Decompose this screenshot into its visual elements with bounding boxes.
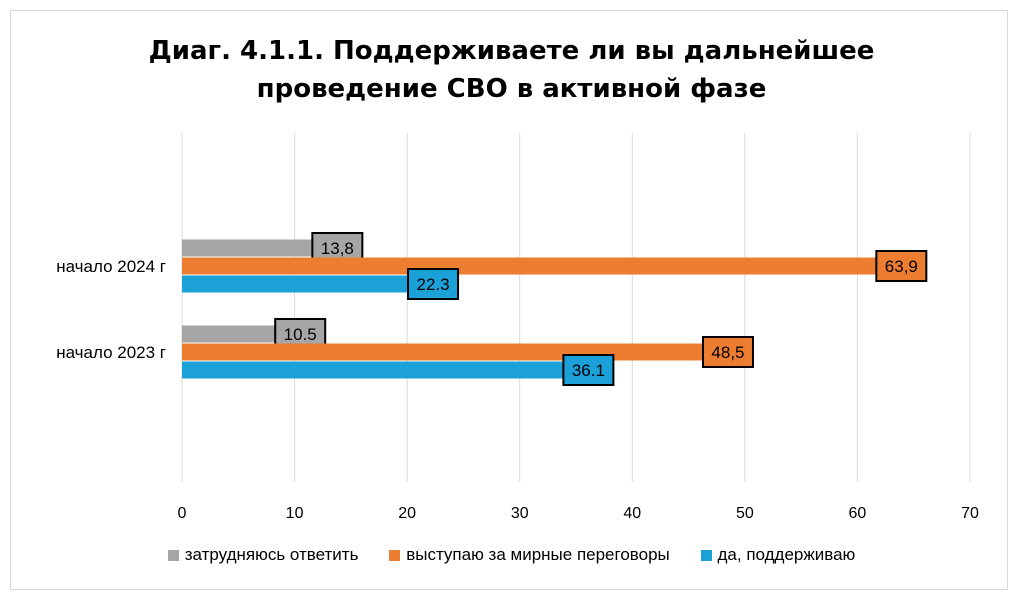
bar-s1-c1 bbox=[182, 343, 728, 361]
data-label-s0-c0: 13,8 bbox=[321, 239, 354, 258]
legend-item-unsure: затрудняюсь ответить bbox=[167, 545, 359, 565]
data-label-s1-c1: 48,5 bbox=[711, 343, 744, 362]
category-label-0: начало 2024 г bbox=[56, 257, 166, 276]
category-label-1: начало 2023 г bbox=[56, 343, 166, 362]
legend-swatch-unsure bbox=[167, 549, 179, 561]
x-tick-label-0: 0 bbox=[178, 505, 187, 522]
data-label-s0-c1: 10.5 bbox=[284, 325, 317, 344]
bar-s2-c1 bbox=[182, 361, 589, 379]
data-label-s2-c0: 22.3 bbox=[416, 275, 449, 294]
legend-label-support: да, поддерживаю bbox=[717, 545, 856, 564]
legend-item-peace: выступаю за мирные переговоры bbox=[389, 545, 670, 565]
chart-frame bbox=[10, 10, 1008, 590]
bar-s0-c0 bbox=[182, 239, 338, 257]
x-tick-label-50: 50 bbox=[736, 505, 754, 522]
legend-label-peace: выступаю за мирные переговоры bbox=[406, 545, 670, 564]
legend-swatch-support bbox=[700, 549, 712, 561]
x-tick-label-60: 60 bbox=[849, 505, 867, 522]
data-label-box-s2-c1 bbox=[562, 354, 615, 386]
chart-legend: затрудняюсь ответить выступаю за мирные … bbox=[0, 545, 1023, 566]
data-label-box-s2-c0 bbox=[407, 268, 460, 300]
x-tick-label-70: 70 bbox=[961, 505, 979, 522]
x-tick-label-20: 20 bbox=[398, 505, 416, 522]
chart-title-line-2: проведение СВО в активной фазе bbox=[256, 74, 767, 104]
bar-s0-c1 bbox=[182, 325, 301, 343]
legend-swatch-peace bbox=[389, 549, 401, 561]
chart-title-line-1: Диаг. 4.1.1. Поддерживаете ли вы дальней… bbox=[148, 36, 875, 66]
bar-s1-c0 bbox=[182, 257, 902, 275]
x-tick-label-10: 10 bbox=[286, 505, 304, 522]
chart-title: Диаг. 4.1.1. Поддерживаете ли вы дальней… bbox=[0, 32, 1023, 108]
x-tick-label-30: 30 bbox=[511, 505, 529, 522]
legend-item-support: да, поддерживаю bbox=[700, 545, 856, 565]
data-label-box-s1-c0 bbox=[875, 250, 928, 282]
data-label-box-s1-c1 bbox=[701, 336, 754, 368]
legend-label-unsure: затрудняюсь ответить bbox=[184, 545, 359, 564]
data-label-s1-c0: 63,9 bbox=[885, 257, 918, 276]
data-label-s2-c1: 36.1 bbox=[572, 361, 605, 380]
x-tick-label-40: 40 bbox=[623, 505, 641, 522]
bar-s2-c0 bbox=[182, 275, 434, 293]
